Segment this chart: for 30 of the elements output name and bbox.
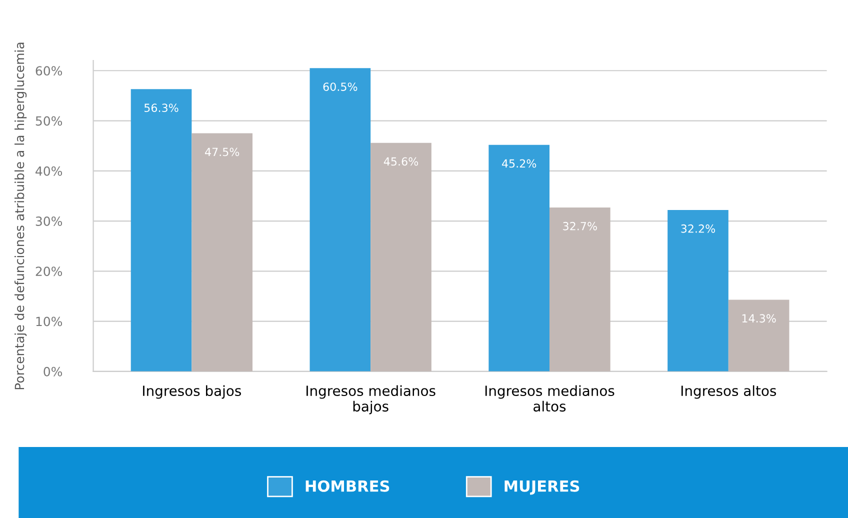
legend-label: HOMBRES: [306, 480, 390, 492]
y-tick-label: 10%: [36, 316, 62, 326]
bar: [728, 300, 790, 372]
bar: [130, 89, 192, 372]
bar: [488, 144, 550, 372]
data-label: 47.5%: [204, 148, 240, 156]
y-tick-label: 0%: [44, 366, 62, 376]
x-tick-label: Ingresos medianos bajos: [306, 385, 436, 414]
y-tick-label: 20%: [36, 266, 62, 276]
y-tick-label: 40%: [36, 166, 62, 176]
y-axis-title: Porcentaje de defunciones atribuible a la hiperglucemia: [14, 42, 27, 390]
bar: [549, 207, 610, 372]
bar: [310, 68, 371, 372]
bar: [668, 210, 728, 372]
data-label: 32.7%: [563, 222, 597, 230]
data-label: 60.5%: [323, 82, 358, 91]
bar: [370, 142, 432, 372]
x-tick-label: Ingresos medianos altos: [485, 385, 614, 412]
data-label: 45.6%: [384, 157, 418, 166]
data-label: 14.3%: [742, 314, 776, 323]
x-tick-label: Ingresos bajos: [143, 385, 241, 399]
y-tick-label: 60%: [36, 66, 62, 76]
data-label: 32.2%: [681, 224, 716, 233]
x-tick-label: Ingresos altos: [681, 385, 776, 399]
bar: [192, 133, 253, 372]
y-tick-label: 30%: [36, 216, 62, 226]
data-label: 45.2%: [502, 159, 536, 168]
data-label: 56.3%: [144, 104, 178, 112]
legend-label: MUJERES: [504, 480, 580, 495]
y-tick-label: 50%: [36, 116, 62, 126]
